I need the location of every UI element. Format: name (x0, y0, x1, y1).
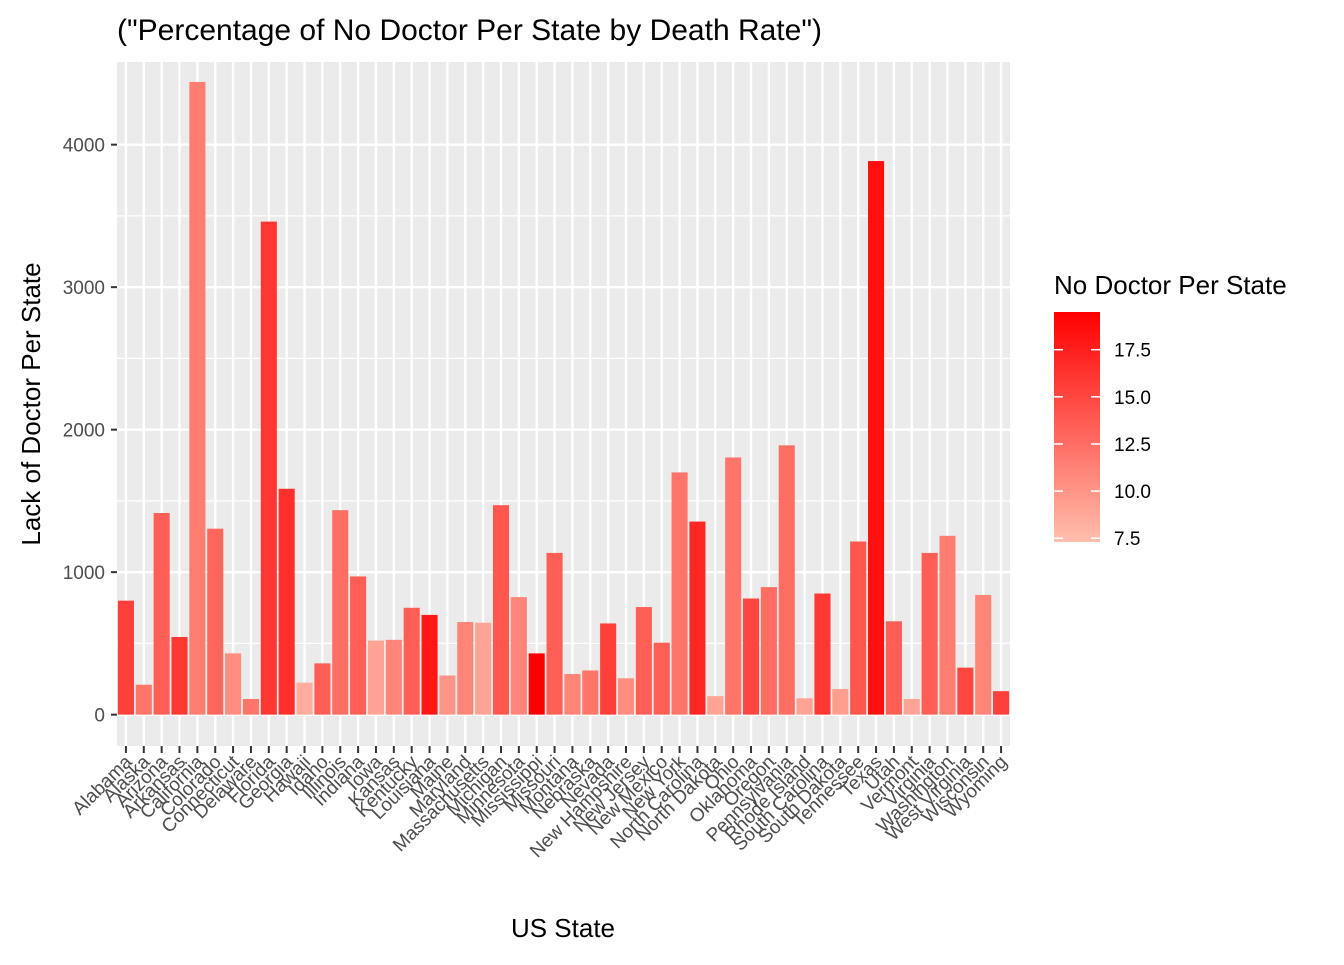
bar-washington (939, 535, 956, 715)
y-tick-label: 2000 (63, 421, 105, 442)
bar-louisiana (421, 614, 438, 715)
legend-tick-label: 15.0 (1114, 388, 1151, 409)
bar-missouri (546, 552, 563, 715)
bar-nebraska (582, 670, 599, 715)
legend: No Doctor Per State 7.5 10.0 12.5 15.0 17.5 (1054, 270, 1287, 550)
bar-new-jersey (635, 607, 652, 715)
bar-alabama (117, 600, 134, 715)
legend-tick-label: 7.5 (1114, 529, 1140, 550)
y-axis: 0 1000 2000 3000 4000 (63, 136, 117, 727)
bar-massachusetts (475, 622, 492, 715)
bar-texas (868, 161, 885, 715)
bar-south-carolina (814, 593, 831, 715)
bar-delaware (242, 698, 259, 715)
y-axis-title: Lack of Doctor Per State (16, 262, 46, 545)
bar-illinois (332, 510, 349, 715)
bar-tennessee (850, 541, 867, 715)
bar-north-carolina (689, 521, 706, 715)
bar-minnesota (510, 597, 527, 715)
bar-arkansas (171, 636, 188, 715)
bar-iowa (367, 640, 385, 715)
bar-michigan (492, 505, 510, 715)
bar-georgia (278, 488, 295, 715)
bar-maine (439, 675, 456, 715)
bar-utah (885, 621, 902, 715)
bar-new-hampshire (617, 678, 635, 715)
bar-connecticut (225, 653, 242, 715)
x-axis-title: US State (511, 913, 615, 943)
bar-wyoming (993, 691, 1010, 715)
bar-nevada (600, 623, 617, 715)
y-tick-label: 1000 (63, 563, 105, 584)
bar-new-mexico (653, 642, 670, 715)
y-tick-label: 3000 (63, 278, 105, 299)
bar-ohio (725, 457, 742, 715)
bar-west-virginia (957, 667, 974, 715)
bar-colorado (207, 528, 224, 715)
bar-california (189, 81, 206, 715)
chart-title: ("Percentage of No Doctor Per State by D… (117, 14, 822, 47)
x-axis: AlabamaAlaskaArizonaArkansasCaliforniaCo… (69, 746, 1012, 862)
bar-wisconsin (975, 594, 992, 715)
legend-title: No Doctor Per State (1054, 270, 1287, 300)
bar-virginia (921, 552, 938, 715)
bar-hawaii (296, 682, 313, 715)
bar-arizona (153, 513, 170, 715)
bar-alaska (135, 684, 152, 715)
bar-indiana (350, 576, 367, 715)
bars (117, 81, 1010, 715)
bar-pennsylvania (778, 445, 795, 715)
bar-new-york (671, 472, 688, 715)
y-tick-label: 0 (94, 706, 105, 727)
legend-tick-label: 17.5 (1114, 341, 1151, 362)
bar-oklahoma (742, 598, 760, 715)
bar-maryland (457, 622, 474, 715)
legend-colorbar (1054, 312, 1100, 542)
bar-kansas (385, 639, 402, 715)
bar-vermont (903, 698, 920, 715)
bar-kentucky (403, 607, 420, 715)
bar-montana (564, 674, 581, 715)
y-tick-label: 4000 (63, 136, 105, 157)
bar-florida (260, 221, 277, 715)
bar-idaho (314, 663, 331, 715)
bar-north-dakota (707, 696, 724, 715)
bar-mississippi (528, 653, 545, 715)
legend-tick-label: 10.0 (1114, 482, 1151, 503)
legend-tick-label: 12.5 (1114, 435, 1151, 456)
bar-oregon (760, 587, 777, 715)
bar-rhode-island (796, 698, 813, 715)
bar-south-dakota (832, 689, 849, 715)
